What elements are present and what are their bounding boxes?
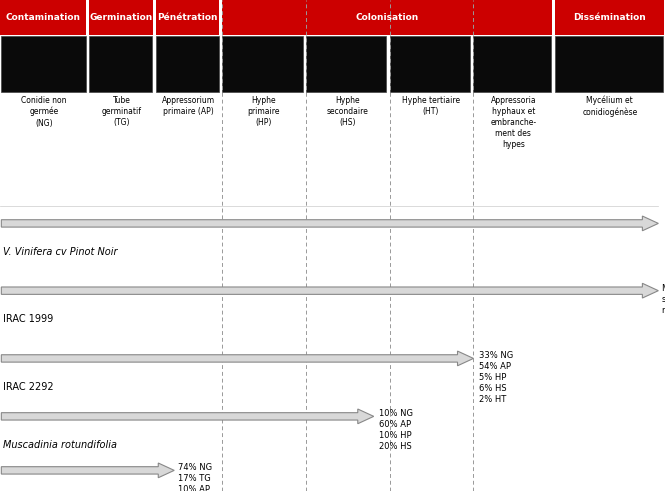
Text: Mycélium et
conidiogénèse: Mycélium et conidiogénèse (582, 96, 638, 117)
Bar (0, 0, 86, 35)
Text: 74% NG
17% TG
10% AP: 74% NG 17% TG 10% AP (178, 463, 212, 491)
Text: Colonisation: Colonisation (355, 13, 419, 22)
Text: Appressorium
primaire (AP): Appressorium primaire (AP) (162, 96, 215, 116)
Text: IRAC 1999: IRAC 1999 (3, 314, 54, 324)
Polygon shape (1, 463, 174, 478)
Text: V. Vinifera cv Pinot Noir: V. Vinifera cv Pinot Noir (3, 247, 118, 257)
Text: IRAC 2292: IRAC 2292 (3, 382, 54, 392)
Text: Germination: Germination (89, 13, 153, 22)
Text: Hyphe tertiaire
(HT): Hyphe tertiaire (HT) (402, 96, 460, 116)
Text: 33% NG
54% AP
5% HP
6% HS
2% HT: 33% NG 54% AP 5% HP 6% HS 2% HT (479, 351, 513, 405)
Text: Contamination: Contamination (6, 13, 80, 22)
Polygon shape (1, 216, 658, 231)
Text: Mycélium et
sporulation
moins dense: Mycélium et sporulation moins dense (662, 283, 665, 315)
Bar (1, 36, 86, 92)
Text: Dissémination: Dissémination (573, 13, 646, 22)
Bar (156, 0, 219, 35)
Polygon shape (1, 409, 374, 424)
Text: Conidie non
germée
(NG): Conidie non germée (NG) (21, 96, 66, 128)
Bar (555, 0, 664, 35)
Text: Pénétration: Pénétration (158, 13, 217, 22)
Bar (222, 36, 303, 92)
Bar (390, 36, 470, 92)
Bar (156, 36, 219, 92)
Bar (306, 36, 386, 92)
Polygon shape (1, 283, 658, 298)
Bar (473, 36, 551, 92)
Text: Appressoria
hyphaux et
embranche-
ment des
hypes: Appressoria hyphaux et embranche- ment d… (490, 96, 537, 149)
Bar (89, 0, 153, 35)
Text: Hyphe
primaire
(HP): Hyphe primaire (HP) (247, 96, 279, 127)
Bar (555, 36, 663, 92)
Polygon shape (1, 351, 473, 366)
Bar (222, 0, 552, 35)
Text: Hyphe
secondaire
(HS): Hyphe secondaire (HS) (327, 96, 368, 127)
Text: 10% NG
60% AP
10% HP
20% HS: 10% NG 60% AP 10% HP 20% HS (379, 409, 413, 451)
Text: Muscadinia rotundifolia: Muscadinia rotundifolia (3, 440, 117, 450)
Bar (89, 36, 152, 92)
Text: Tube
germinatif
(TG): Tube germinatif (TG) (102, 96, 142, 127)
